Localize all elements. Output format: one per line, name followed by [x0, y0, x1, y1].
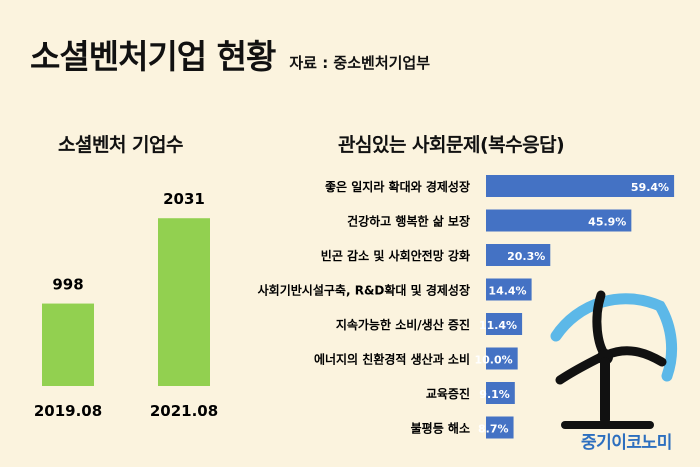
- category-label: 2019.08: [34, 402, 102, 420]
- value-label: 2031: [163, 190, 205, 208]
- value-label: 20.3%: [507, 250, 545, 263]
- bar: [486, 209, 632, 232]
- value-label: 14.4%: [488, 285, 526, 298]
- brand-logo-text: 중기이코노미: [581, 433, 672, 453]
- value-label: 9.1%: [479, 388, 510, 401]
- bar: [486, 278, 532, 301]
- social-issues-chart-title: 관심있는 사회문제(복수응답): [338, 134, 565, 156]
- value-label: 59.4%: [631, 181, 669, 194]
- page-title: 소셜벤처기업 현황: [30, 37, 276, 76]
- value-label: 45.9%: [588, 216, 626, 229]
- category-label: 2021.08: [150, 402, 218, 420]
- company-count-chart: 998 2019.08 2031 2021.08: [34, 190, 218, 420]
- value-label: 998: [52, 276, 83, 294]
- bar-2019.08: [42, 303, 94, 386]
- value-label: 11.4%: [479, 319, 517, 332]
- value-label: 10.0%: [474, 354, 512, 367]
- bar-2021.08: [158, 218, 210, 386]
- bar: [486, 382, 515, 404]
- category-label: 빈곤 감소 및 사회안전망 강화: [321, 248, 470, 263]
- bar: [486, 416, 514, 439]
- category-label: 교육증진: [426, 386, 470, 401]
- category-label: 건강하고 행복한 삶 보장: [347, 214, 470, 229]
- category-label: 에너지의 친환경적 생산과 소비: [314, 352, 470, 367]
- company-count-chart-title: 소셜벤처 기업수: [58, 134, 183, 156]
- category-label: 불평등 해소: [411, 422, 470, 436]
- category-label: 사회기반시설구축, R&D확대 및 경제성장: [258, 283, 470, 298]
- bar: [486, 313, 523, 335]
- value-label: 8.7%: [478, 423, 509, 436]
- source-note: 자료 : 중소벤처기업부: [289, 54, 431, 72]
- category-label: 지속가능한 소비/생산 증진: [336, 317, 470, 332]
- bar: [486, 347, 518, 370]
- bar: [486, 244, 551, 266]
- category-label: 좋은 일지라 확대와 경제성장: [325, 179, 470, 194]
- title-row: 소셜벤처기업 현황 자료 : 중소벤처기업부: [30, 30, 430, 78]
- bar: [486, 175, 675, 197]
